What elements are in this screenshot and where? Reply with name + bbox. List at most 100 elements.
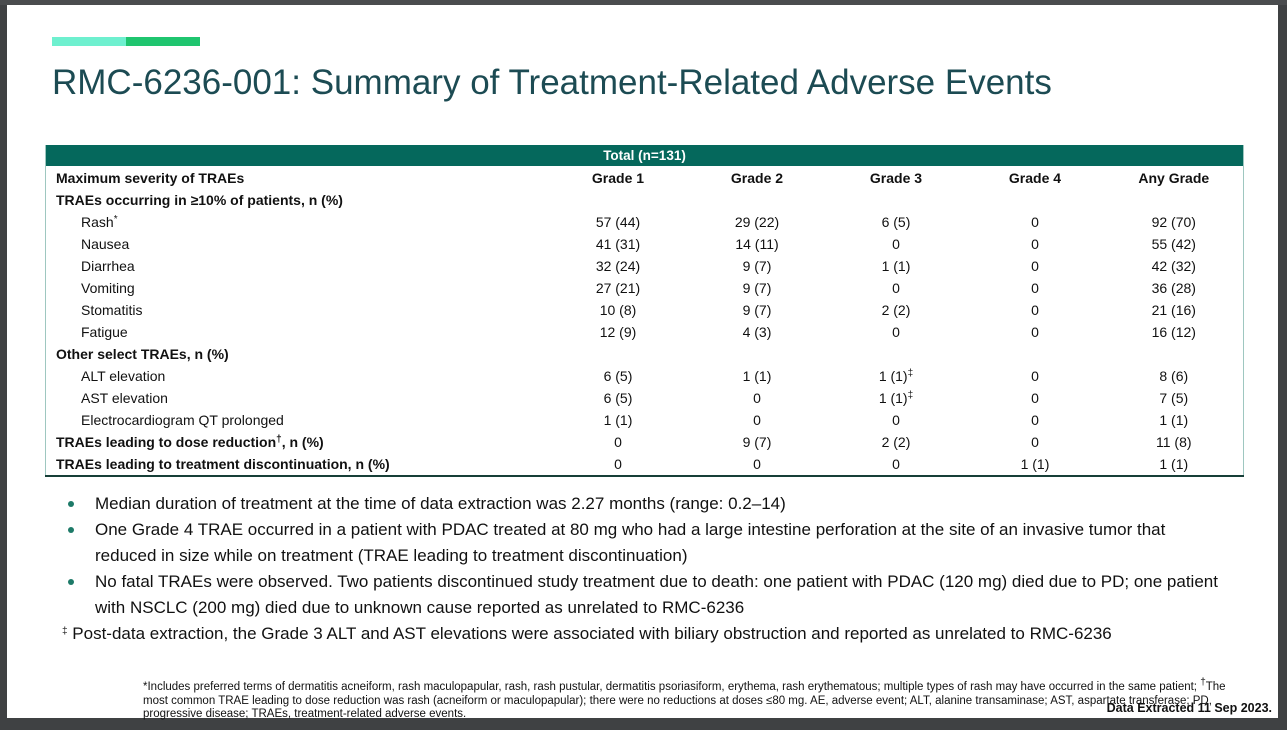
bullet-dot-icon — [68, 501, 74, 507]
bullet-text: No fatal TRAEs were observed. Two patien… — [95, 572, 1218, 617]
cell-value: 0 — [753, 456, 761, 472]
column-header-grade: Grade 1 — [591, 169, 645, 186]
row-label: Diarrhea — [81, 258, 135, 274]
cell-value: 0 — [892, 412, 900, 428]
bullet-item: Median duration of treatment at the time… — [56, 491, 1221, 517]
cell-value — [966, 343, 1105, 365]
column-header-label: Maximum severity of TRAEs — [56, 169, 245, 186]
window-frame-top — [0, 0, 1287, 5]
cell-value: 0 — [1031, 412, 1039, 428]
footnote-part2: The most common TRAE leading to dose red… — [143, 681, 1226, 720]
row-label: Fatigue — [81, 324, 128, 340]
slide: RMC-6236-001: Summary of Treatment-Relat… — [7, 5, 1278, 720]
row-label: TRAEs leading to dose reduction†, n (%) — [56, 434, 324, 450]
column-header-grade: Grade 4 — [1008, 169, 1062, 186]
double-dagger-note: ‡ Post-data extraction, the Grade 3 ALT … — [56, 621, 1221, 650]
cell-value: 41 (31) — [595, 236, 641, 252]
cell-value: 1 (1) — [1020, 456, 1050, 472]
cell-value: 4 (3) — [742, 324, 772, 340]
cell-value: 1 (1) — [1159, 412, 1189, 428]
cell-value: 0 — [1031, 324, 1039, 340]
cell-value: 9 (7) — [742, 280, 772, 296]
table-banner: Total (n=131) — [45, 145, 1244, 166]
row-label: Rash* — [81, 214, 118, 230]
bullet-item: One Grade 4 TRAE occurred in a patient w… — [56, 517, 1221, 569]
row-label: AST elevation — [81, 390, 168, 406]
adverse-events-table: Total (n=131) Maximum severity of TRAEs … — [45, 145, 1245, 477]
cell-value: 6 (5) — [603, 390, 633, 406]
cell-value: 1 (1) — [1159, 456, 1189, 472]
cell-value: 0 — [1031, 280, 1039, 296]
column-header-grade: Grade 2 — [730, 169, 784, 186]
cell-value: 0 — [1031, 236, 1039, 252]
cell-value: 6 (5) — [881, 214, 911, 230]
table-row: Vomiting 27 (21) 9 (7) 0 0 36 (28) — [46, 277, 1244, 299]
cell-value: 1 (1)‡ — [878, 390, 914, 406]
table-row: ALT elevation 6 (5) 1 (1) 1 (1)‡ 0 8 (6) — [46, 365, 1244, 387]
table-row: Rash* 57 (44) 29 (22) 6 (5) 0 92 (70) — [46, 211, 1244, 233]
cell-value: 7 (5) — [1159, 390, 1189, 406]
row-label: Nausea — [81, 236, 130, 252]
cell-value: 10 (8) — [599, 302, 637, 318]
table-row: Stomatitis 10 (8) 9 (7) 2 (2) 0 21 (16) — [46, 299, 1244, 321]
cell-value: 6 (5) — [603, 368, 633, 384]
table-row: AST elevation 6 (5) 0 1 (1)‡ 0 7 (5) — [46, 387, 1244, 409]
cell-value: 11 (8) — [1155, 434, 1192, 450]
bullet-text: Median duration of treatment at the time… — [95, 494, 786, 513]
cell-value: 0 — [1031, 302, 1039, 318]
slide-title: RMC-6236-001: Summary of Treatment-Relat… — [52, 63, 1052, 102]
table-row: TRAEs leading to dose reduction†, n (%) 0… — [46, 431, 1244, 453]
double-dagger-symbol: ‡ — [62, 626, 68, 637]
accent-bar-green — [126, 37, 200, 46]
bullet-text: One Grade 4 TRAE occurred in a patient w… — [95, 520, 1166, 565]
cell-value: 0 — [1031, 368, 1039, 384]
cell-value — [827, 343, 966, 365]
cell-value: 92 (70) — [1151, 214, 1196, 230]
cell-value: 55 (42) — [1151, 236, 1196, 252]
cell-value: 0 — [1031, 434, 1039, 450]
table-row: Diarrhea 32 (24) 9 (7) 1 (1) 0 42 (32) — [46, 255, 1244, 277]
row-label: Electrocardiogram QT prolonged — [81, 412, 284, 428]
bullet-dot-icon — [68, 579, 74, 585]
cell-value: 29 (22) — [734, 214, 780, 230]
cell-value: 2 (2) — [881, 302, 911, 318]
cell-value — [549, 189, 688, 211]
cell-value: 0 — [614, 456, 622, 472]
cell-value: 27 (21) — [595, 280, 641, 296]
cell-value — [1105, 343, 1244, 365]
table-row: Fatigue 12 (9) 4 (3) 0 0 16 (12) — [46, 321, 1244, 343]
cell-value: 0 — [753, 412, 761, 428]
cell-value: 9 (7) — [742, 258, 772, 274]
table-row: Nausea 41 (31) 14 (11) 0 0 55 (42) — [46, 233, 1244, 255]
cell-value: 1 (1) — [742, 368, 772, 384]
data-extracted-date: Data Extracted 11 Sep 2023. — [1106, 701, 1272, 715]
cell-value: 0 — [1031, 214, 1039, 230]
cell-value: 57 (44) — [595, 214, 641, 230]
cell-value: 0 — [614, 434, 622, 450]
cell-value: 32 (24) — [595, 258, 641, 274]
cell-value: 9 (7) — [742, 302, 772, 318]
row-label: TRAEs leading to treatment discontinuati… — [56, 456, 390, 472]
double-dagger-text: Post-data extraction, the Grade 3 ALT an… — [67, 624, 1112, 643]
cell-value: 9 (7) — [742, 434, 772, 450]
cell-value: 14 (11) — [735, 236, 779, 252]
cell-value — [688, 189, 827, 211]
cell-value: 12 (9) — [599, 324, 637, 340]
row-label: ALT elevation — [81, 368, 166, 384]
table-row: TRAEs leading to treatment discontinuati… — [46, 453, 1244, 476]
cell-value — [1105, 189, 1244, 211]
table-row: Other select TRAEs, n (%) — [46, 343, 1244, 365]
column-header-grade: Any Grade — [1138, 169, 1210, 186]
footnote-dagger-symbol: † — [1200, 677, 1206, 688]
cell-value: 0 — [753, 390, 761, 406]
cell-value: 36 (28) — [1151, 280, 1196, 296]
bullet-list: Median duration of treatment at the time… — [56, 491, 1221, 621]
bullet-item: No fatal TRAEs were observed. Two patien… — [56, 569, 1221, 621]
cell-value — [549, 343, 688, 365]
row-label: Vomiting — [81, 280, 135, 296]
cell-value: 1 (1) — [881, 258, 911, 274]
row-label: Stomatitis — [81, 302, 143, 318]
table-row: TRAEs occurring in ≥10% of patients, n (… — [46, 189, 1244, 211]
cell-value: 1 (1) — [603, 412, 633, 428]
cell-value: 1 (1)‡ — [878, 368, 914, 384]
